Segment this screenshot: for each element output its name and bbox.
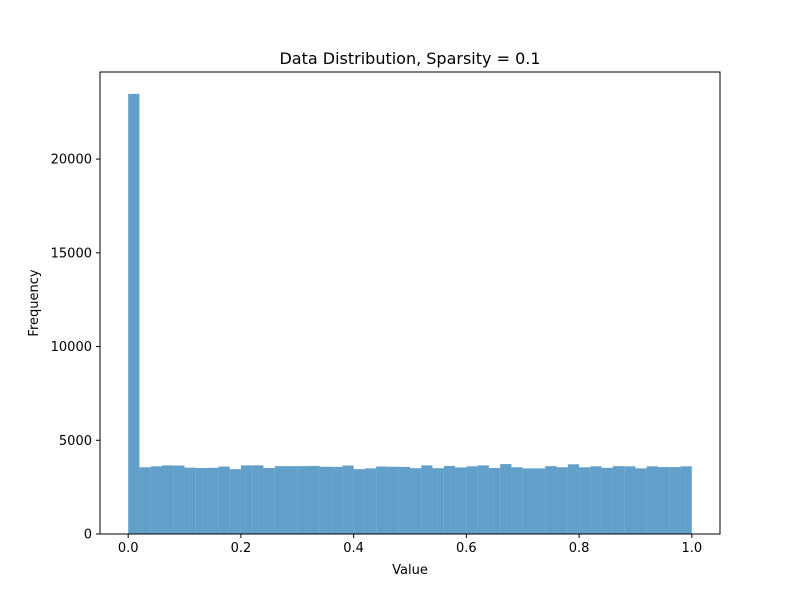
histogram-bar [162, 465, 174, 534]
histogram-bar [364, 468, 377, 534]
histogram-bar [173, 465, 185, 534]
histogram-bar [500, 464, 512, 534]
histogram-bar [669, 467, 681, 534]
histogram-bar [387, 466, 399, 534]
histogram-bar [421, 465, 433, 534]
histogram-bar [207, 467, 219, 534]
histogram-bar [252, 465, 264, 534]
y-axis-ticks: 0 5000 10000 15000 20000 [51, 153, 100, 543]
y-tick-label: 10000 [51, 340, 92, 355]
histogram-bar [455, 467, 467, 534]
y-tick-label: 5000 [59, 434, 92, 449]
histogram-bar [297, 466, 309, 534]
histogram-bar [218, 466, 230, 534]
x-tick-label: 0.4 [343, 541, 364, 556]
histogram-bar [263, 468, 275, 534]
histogram-bar [331, 466, 343, 534]
histogram-bar [545, 466, 557, 534]
histogram-bar [150, 466, 162, 534]
y-tick-label: 20000 [51, 153, 92, 168]
chart-title: Data Distribution, Sparsity = 0.1 [279, 49, 540, 68]
y-tick-label: 15000 [51, 246, 92, 261]
histogram-bar [410, 468, 422, 534]
histogram-bar [466, 466, 478, 534]
histogram-bar [139, 467, 151, 534]
histogram-bar [432, 468, 444, 534]
plot-frame [99, 71, 721, 535]
x-tick-label: 1.0 [681, 541, 702, 556]
histogram-bar [308, 465, 320, 534]
histogram-bars [128, 93, 692, 534]
histogram-bar [240, 465, 253, 534]
histogram-bar [274, 466, 286, 534]
histogram-bar [376, 466, 388, 534]
x-tick-label: 0.8 [569, 541, 590, 556]
x-axis-ticks: 0.0 0.2 0.4 0.6 0.8 1.0 [118, 534, 702, 556]
histogram-bar [488, 468, 501, 534]
histogram-bar [477, 465, 489, 534]
histogram-bar [319, 466, 332, 534]
x-tick-label: 0.6 [456, 541, 477, 556]
x-axis-label: Value [392, 563, 428, 578]
histogram-bar [601, 467, 613, 534]
histogram-bar [229, 469, 241, 534]
histogram-bar [511, 467, 523, 534]
histogram-bar [658, 467, 670, 534]
x-tick-label: 0.2 [231, 541, 252, 556]
histogram-bar [342, 465, 354, 534]
histogram-bar [522, 468, 534, 534]
histogram-bar [579, 467, 591, 534]
histogram-bar [612, 466, 625, 534]
histogram-bar [286, 466, 298, 534]
y-axis-label: Frequency [27, 269, 42, 336]
histogram-bar [635, 468, 647, 534]
histogram-bar [567, 464, 580, 534]
histogram-bar [680, 466, 692, 534]
histogram-bar [128, 93, 140, 534]
histogram-bar [195, 468, 208, 534]
histogram-bar [534, 468, 546, 534]
histogram-bar [624, 466, 636, 534]
histogram-bar [443, 465, 456, 534]
x-tick-label: 0.0 [118, 541, 139, 556]
histogram-bar [590, 466, 602, 534]
histogram-bar [556, 467, 568, 534]
histogram-bar [646, 466, 658, 534]
histogram-bar [353, 469, 365, 534]
y-tick-label: 0 [84, 528, 92, 543]
histogram-bar [398, 466, 410, 534]
histogram-bar [184, 467, 196, 534]
